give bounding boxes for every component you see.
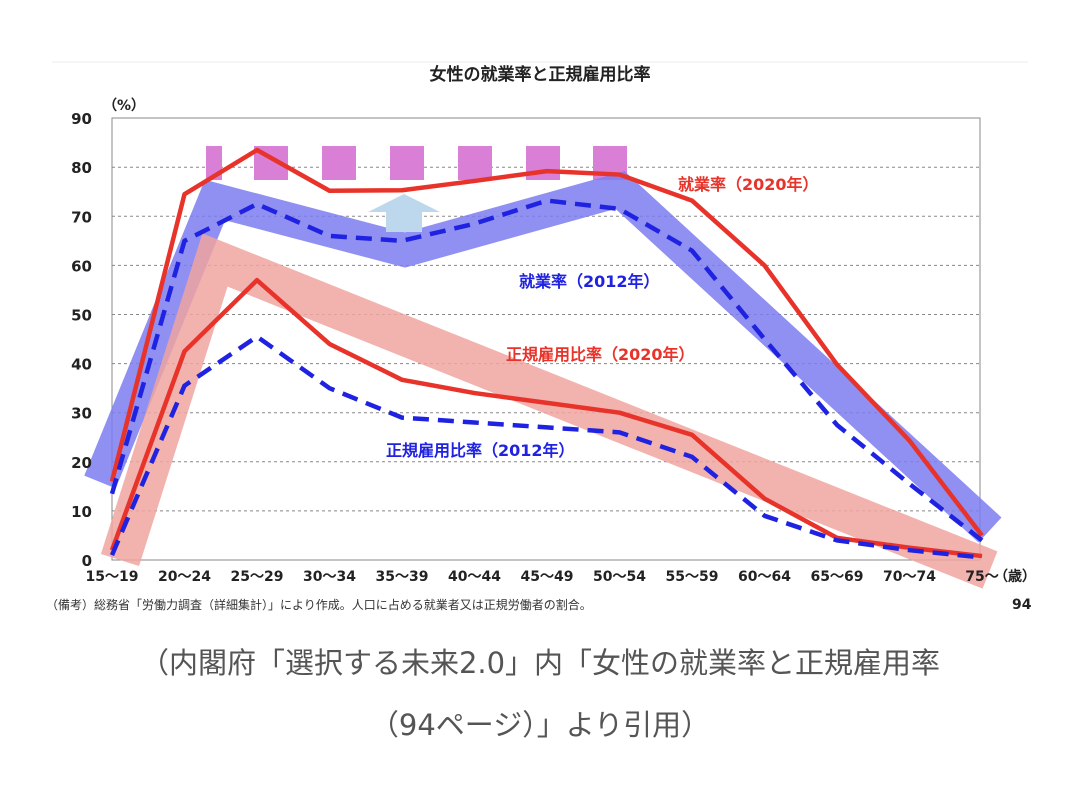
y-tick-label: 80 — [71, 159, 92, 177]
chart-title: 女性の就業率と正規雇用比率 — [430, 64, 651, 85]
x-tick-label: 15～19 — [86, 569, 139, 585]
trend-bands — [84, 171, 1002, 589]
y-tick-label: 50 — [71, 307, 92, 325]
page-number: 94 — [1012, 597, 1032, 613]
x-tick-label: 40～44 — [448, 569, 501, 585]
y-axis-label: （%） — [103, 98, 145, 114]
series-label: 就業率（2020年） — [678, 175, 819, 194]
employment-trend-band — [84, 171, 1002, 543]
x-tick-label: 35～39 — [376, 569, 429, 585]
x-tick-label: 70～74 — [883, 569, 936, 585]
y-tick-label: 60 — [71, 257, 92, 275]
highlight-marker — [390, 146, 424, 180]
y-tick-label: 10 — [71, 503, 92, 521]
series-label: 正規雇用比率（2012年） — [386, 441, 575, 460]
y-tick-label: 20 — [71, 454, 92, 472]
x-tick-label: 25～29 — [231, 569, 284, 585]
y-tick-label: 30 — [71, 405, 92, 423]
x-tick-label: 50～54 — [593, 569, 646, 585]
series-line — [109, 277, 983, 559]
y-tick-label: 70 — [71, 208, 92, 226]
series-label: 正規雇用比率（2020年） — [506, 345, 695, 364]
series-line — [109, 334, 983, 560]
caption-line-2: （94ページ）」より引用） — [369, 708, 711, 742]
footnote: （備考）総務省「労働力調査（詳細集計）」により作成。人口に占める就業者又は正規労… — [46, 597, 592, 612]
peak-highlight-markers — [206, 146, 627, 180]
x-axis-ticks: 15～19 20～24 25～29 30～34 35～39 40～44 45～49 50～54… — [86, 569, 999, 585]
x-tick-label: 75～ — [965, 569, 998, 585]
highlight-marker — [322, 146, 356, 180]
highlight-marker — [458, 146, 492, 180]
series-lines — [109, 147, 984, 560]
x-tick-label: 20～24 — [158, 569, 211, 585]
x-tick-label: 65～69 — [811, 569, 864, 585]
series-line — [109, 147, 984, 537]
series-line — [109, 198, 984, 543]
y-tick-label: 90 — [71, 110, 92, 128]
x-tick-label: 30～34 — [303, 569, 356, 585]
caption-line-1: （内閣府「選択する未来2.0」内「女性の就業率と正規雇用率 — [139, 646, 941, 680]
y-tick-label: 40 — [71, 356, 92, 374]
y-tick-label: 0 — [82, 552, 92, 570]
x-tick-label: 60～64 — [738, 569, 791, 585]
y-axis-ticks: 0 10 20 30 40 50 60 70 80 90 — [71, 110, 92, 570]
chart: 女性の就業率と正規雇用比率 0 10 20 30 40 50 60 70 80 90 15～19 2… — [46, 61, 1036, 613]
series-labels: 就業率（2020年） 就業率（2012年） 正規雇用比率（2020年） 正規雇用比率（… — [386, 175, 819, 460]
series-label: 就業率（2012年） — [519, 272, 660, 291]
x-axis-label: （歳） — [994, 568, 1036, 585]
up-arrow-icon — [368, 194, 440, 232]
x-tick-label: 55～59 — [666, 569, 719, 585]
x-tick-label: 45～49 — [521, 569, 574, 585]
plot-frame — [111, 117, 981, 561]
